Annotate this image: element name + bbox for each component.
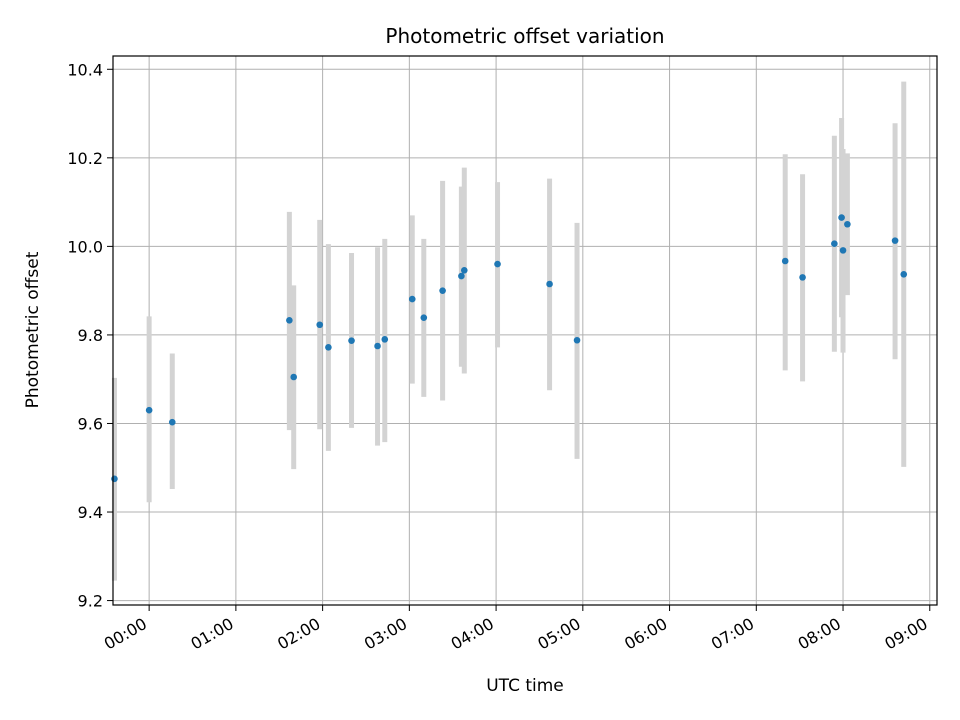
y-tick-label: 10.0 xyxy=(67,237,103,256)
data-points xyxy=(111,214,908,483)
data-point xyxy=(573,336,581,344)
data-point xyxy=(381,336,389,343)
plot-frame xyxy=(112,55,938,606)
y-tick-label: 9.8 xyxy=(78,326,103,345)
data-point xyxy=(420,314,428,321)
data-point xyxy=(458,272,465,280)
data-point xyxy=(316,321,324,329)
data-point xyxy=(286,317,293,324)
data-point xyxy=(374,342,381,350)
data-point xyxy=(831,240,838,248)
data-point xyxy=(460,266,468,274)
data-point xyxy=(439,287,446,294)
data-point xyxy=(494,260,501,268)
data-point xyxy=(900,270,908,278)
y-tick-label: 10.4 xyxy=(67,60,103,79)
data-point xyxy=(408,295,416,303)
data-point xyxy=(168,418,176,426)
data-point xyxy=(799,274,806,281)
data-point xyxy=(111,475,118,483)
y-tick-label: 9.4 xyxy=(78,503,103,522)
data-point xyxy=(838,214,845,221)
y-tick-label: 9.6 xyxy=(78,414,103,433)
data-point xyxy=(891,237,899,244)
data-point xyxy=(844,220,851,228)
y-axis-label: Photometric offset xyxy=(23,251,43,408)
data-point xyxy=(546,280,553,288)
data-point xyxy=(325,344,332,351)
data-point xyxy=(839,247,847,254)
data-point xyxy=(290,373,298,381)
chart-title: Photometric offset variation xyxy=(385,24,664,48)
y-tick-label: 10.2 xyxy=(67,149,103,168)
data-point xyxy=(781,257,789,265)
y-tick-label: 9.2 xyxy=(78,592,103,611)
x-axis-label: UTC time xyxy=(486,676,564,696)
data-point xyxy=(145,406,153,414)
data-point xyxy=(348,337,355,344)
grid xyxy=(113,56,937,605)
